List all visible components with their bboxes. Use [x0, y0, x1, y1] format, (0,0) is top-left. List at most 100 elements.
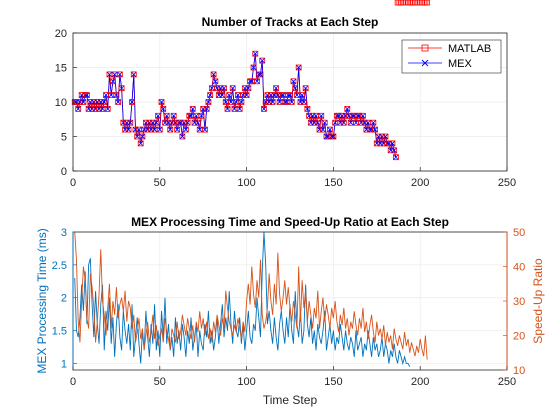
mex-point — [209, 85, 215, 91]
mex-point — [389, 140, 395, 146]
matlab-point — [311, 119, 318, 126]
matlab-point — [96, 106, 102, 112]
matlab-point — [238, 99, 245, 105]
matlab-point — [120, 119, 127, 126]
mex-point — [289, 99, 295, 105]
mex-point — [341, 120, 347, 126]
mex-point — [108, 92, 114, 98]
mex-series-line — [74, 53, 397, 158]
mex-point — [370, 120, 376, 126]
mex-point — [136, 127, 142, 133]
mex-point — [318, 113, 324, 119]
right-y-tick-label: 20 — [513, 331, 525, 343]
matlab-point — [113, 92, 120, 98]
matlab-point — [306, 112, 313, 119]
mex-point — [193, 113, 199, 119]
mex-point — [330, 134, 336, 139]
right-y-tick-label: 40 — [513, 262, 525, 274]
mex-point — [103, 92, 109, 98]
matlab-point — [125, 126, 132, 133]
x-tick-label: 100 — [237, 177, 255, 189]
mex-point — [179, 134, 185, 139]
matlab-point — [179, 133, 186, 140]
right-y-axis-label: Speed-Up Ratio — [531, 258, 545, 344]
mex-point — [350, 113, 355, 119]
mex-point — [202, 127, 208, 133]
matlab-point — [321, 119, 328, 126]
x-tick-label: 150 — [324, 376, 342, 388]
mex-point — [80, 99, 86, 105]
legend-matlab-label: MATLAB — [448, 43, 491, 55]
matlab-point — [219, 92, 226, 98]
mex-point — [160, 106, 166, 112]
matlab-point — [160, 106, 167, 112]
mex-point — [195, 120, 201, 126]
matlab-point — [243, 92, 250, 98]
matlab-point — [288, 99, 295, 105]
matlab-point — [184, 119, 191, 126]
left-y-tick-label: 2.5 — [52, 260, 67, 272]
mex-point — [322, 120, 328, 126]
mex-point — [284, 99, 290, 105]
mex-point — [233, 99, 239, 105]
matlab-point — [304, 106, 311, 112]
mex-point — [315, 120, 321, 126]
matlab-point — [144, 126, 151, 133]
mex-point — [277, 99, 283, 105]
mex-point — [106, 71, 112, 77]
x-tick-label: 200 — [411, 177, 429, 189]
matlab-point — [266, 99, 273, 105]
mex-point — [313, 113, 319, 119]
matlab-point — [373, 140, 380, 147]
matlab-point — [101, 99, 108, 105]
processing-chart: 0 50 100 150 200 250 1 1.5 2 2.5 3 10 20 30 40 50 MEX P… — [35, 215, 545, 407]
mex-point — [365, 120, 371, 126]
matlab-point — [207, 92, 214, 98]
matlab-point — [143, 119, 149, 126]
matlab-point — [314, 119, 321, 126]
matlab-point — [224, 106, 231, 112]
mex-point — [207, 92, 213, 98]
matlab-point — [123, 119, 130, 126]
mex-point — [245, 85, 251, 91]
matlab-point — [170, 112, 177, 119]
matlab-point — [300, 99, 307, 105]
matlab-point — [210, 71, 217, 78]
mex-point — [126, 127, 132, 133]
mex-point — [157, 127, 163, 133]
mex-point — [159, 99, 165, 105]
mex-point — [247, 78, 253, 84]
mex-point — [391, 147, 397, 153]
matlab-point — [212, 78, 219, 85]
matlab-point — [377, 140, 384, 147]
mex-point — [226, 92, 232, 98]
matlab-point — [189, 106, 196, 112]
mex-point — [119, 85, 125, 91]
matlab-point — [342, 112, 349, 119]
matlab-point — [174, 126, 181, 133]
matlab-point — [149, 119, 156, 126]
matlab-point — [269, 99, 276, 105]
matlab-point — [302, 85, 309, 92]
matlab-point — [118, 85, 125, 92]
x-tick-label: 50 — [154, 376, 166, 388]
y-tick-label: 0 — [61, 166, 67, 178]
matlab-point — [89, 106, 95, 112]
matlab-point — [257, 71, 264, 78]
mex-point — [244, 92, 250, 98]
matlab-point — [137, 140, 144, 147]
matlab-point — [335, 112, 342, 119]
mex-point — [329, 134, 335, 139]
x-tick-label: 250 — [498, 376, 516, 388]
mex-point — [294, 92, 300, 98]
matlab-point — [148, 126, 155, 133]
matlab-point — [130, 71, 137, 78]
matlab-point — [205, 99, 212, 105]
matlab-point — [360, 112, 366, 119]
mex-point — [259, 58, 265, 64]
x-tick-label: 250 — [498, 177, 516, 189]
mex-point — [186, 113, 192, 119]
matlab-point — [77, 99, 83, 105]
matlab-point — [327, 126, 333, 133]
matlab-point — [250, 64, 257, 71]
